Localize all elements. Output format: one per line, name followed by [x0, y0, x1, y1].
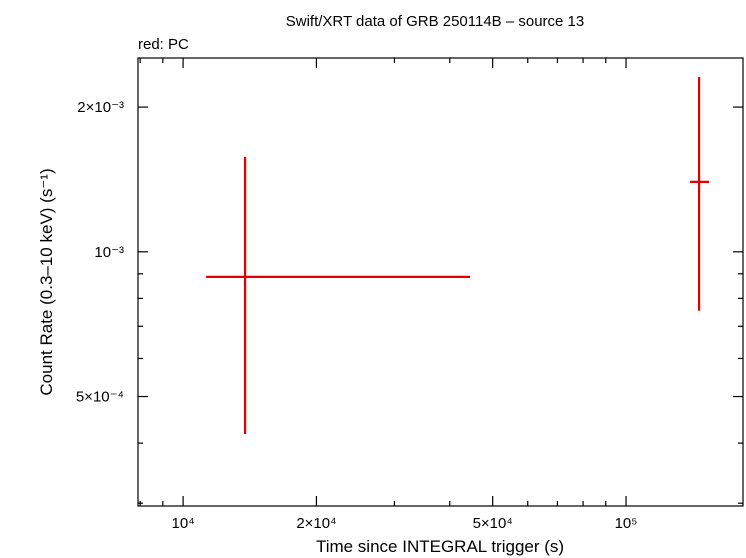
x-axis-label: Time since INTEGRAL trigger (s): [316, 537, 564, 556]
x-tick-label: 2×10⁴: [296, 515, 336, 532]
x-tick-label: 10⁵: [615, 515, 638, 532]
chart-title: Swift/XRT data of GRB 250114B – source 1…: [286, 13, 585, 30]
y-tick-label: 5×10⁻⁴: [76, 389, 124, 406]
y-tick-label: 10⁻³: [94, 244, 124, 261]
plot-frame: [137, 57, 744, 507]
chart-subtitle: red: PC: [138, 36, 189, 53]
x-tick-label: 10⁴: [172, 515, 195, 532]
y-axis-label: Count Rate (0.3–10 keV) (s⁻¹): [37, 168, 56, 395]
y-tick-label: 2×10⁻³: [77, 99, 124, 116]
x-tick-label: 5×10⁴: [473, 515, 513, 532]
